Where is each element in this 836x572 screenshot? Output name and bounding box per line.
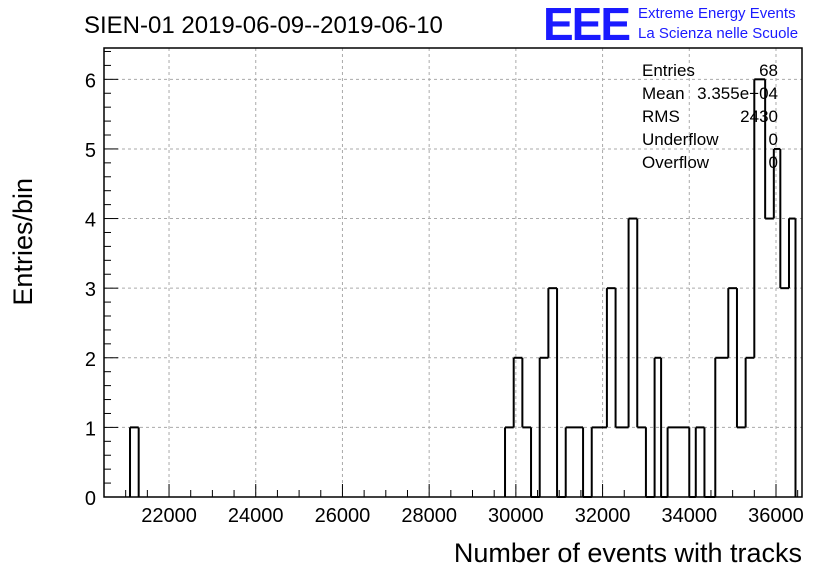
x-axis-title: Number of events with tracks: [454, 538, 802, 568]
eee-logo: EEE Extreme Energy Events La Scienza nel…: [543, 0, 798, 50]
x-tick-label: 22000: [141, 505, 197, 527]
stats-value: 0: [769, 153, 778, 172]
x-tick-label: 36000: [748, 505, 804, 527]
stats-label: Overflow: [642, 153, 710, 172]
logo-line-2: La Scienza nelle Scuole: [638, 25, 798, 42]
y-tick-label: 5: [85, 140, 96, 162]
y-tick-label: 4: [85, 210, 96, 232]
stats-value: 0: [769, 130, 778, 149]
stats-label: Underflow: [642, 130, 719, 149]
x-tick-label: 32000: [575, 505, 631, 527]
chart-title: SIEN-01 2019-06-09--2019-06-10: [84, 12, 443, 39]
logo-letters: EEE: [543, 0, 629, 50]
y-axis-ticks: 0 1 2 3 4 5 6: [85, 50, 118, 510]
grid-lines: [104, 48, 802, 497]
stats-value: 68: [759, 61, 778, 80]
stats-label: RMS: [642, 107, 680, 126]
x-tick-label: 28000: [401, 505, 457, 527]
x-tick-label: 24000: [228, 505, 284, 527]
logo-line-1: Extreme Energy Events: [638, 5, 796, 22]
x-axis-ticks: 22000 24000 26000 28000 30000 32000 34000 36000: [103, 484, 804, 527]
stats-label: Entries: [642, 61, 695, 80]
stats-label: Mean: [642, 84, 685, 103]
stats-value: 3.355e+04: [697, 84, 778, 103]
y-tick-label: 1: [85, 418, 96, 440]
y-tick-label: 3: [85, 279, 96, 301]
stats-box: Entries 68 Mean 3.355e+04 RMS 2430 Underflow 0 O…: [642, 61, 778, 172]
y-tick-label: 2: [85, 349, 96, 371]
plot-frame: [103, 47, 803, 498]
stats-value: 2430: [740, 107, 778, 126]
y-tick-label: 6: [85, 70, 96, 92]
histogram-bins: [129, 78, 797, 498]
x-tick-label: 34000: [661, 505, 717, 527]
x-tick-label: 26000: [315, 505, 371, 527]
x-tick-label: 30000: [488, 505, 544, 527]
y-axis-title: Entries/bin: [8, 178, 38, 306]
y-tick-label: 0: [85, 488, 96, 510]
